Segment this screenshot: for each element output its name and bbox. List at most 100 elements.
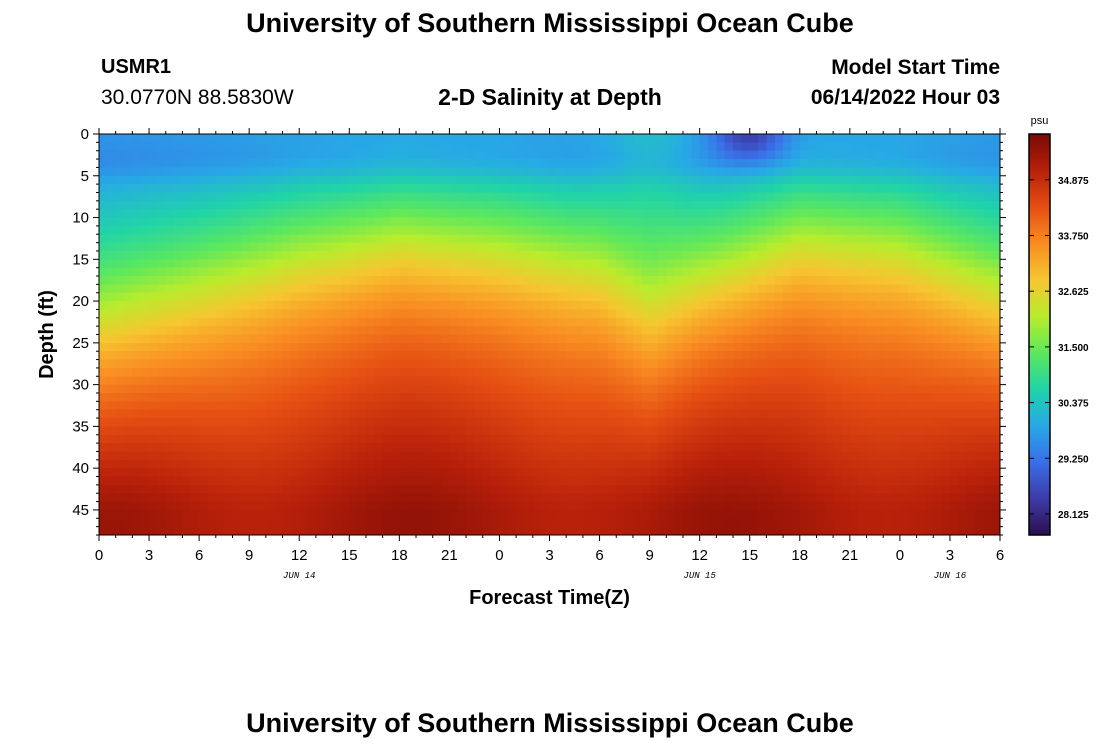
heatmap-cell [616, 284, 626, 294]
heatmap-cell [858, 493, 868, 503]
heatmap-cell [491, 192, 501, 202]
heatmap-cell [474, 184, 484, 194]
heatmap-cell [199, 392, 209, 402]
heatmap-cell [315, 392, 325, 402]
heatmap-cell [115, 284, 125, 294]
heatmap-cell [649, 493, 659, 503]
heatmap-cell [582, 259, 592, 269]
heatmap-cell [257, 443, 267, 453]
heatmap-cell [607, 526, 617, 536]
heatmap-cell [657, 443, 667, 453]
heatmap-cell [541, 518, 551, 528]
heatmap-cell [357, 142, 367, 152]
heatmap-cell [833, 434, 843, 444]
heatmap-cell [165, 468, 175, 478]
heatmap-cell [766, 384, 776, 394]
heatmap-cell [99, 443, 108, 453]
heatmap-cell [290, 292, 300, 302]
heatmap-cell [616, 359, 626, 369]
heatmap-cell [449, 142, 459, 152]
heatmap-cell [224, 459, 234, 469]
heatmap-cell [758, 426, 767, 436]
heatmap-cell [374, 326, 384, 336]
heatmap-cell [524, 351, 534, 361]
heatmap-cell [657, 501, 667, 511]
heatmap-cell [282, 468, 292, 478]
heatmap-cell [874, 192, 884, 202]
heatmap-cell [315, 200, 325, 210]
heatmap-cell [507, 192, 517, 202]
heatmap-cell [682, 284, 692, 294]
heatmap-cell [949, 342, 959, 352]
heatmap-cell [524, 142, 534, 152]
heatmap-cell [858, 159, 868, 169]
heatmap-cell [783, 518, 793, 528]
heatmap-cell [124, 225, 133, 235]
heatmap-cell [182, 526, 192, 536]
heatmap-cell [332, 284, 342, 294]
heatmap-cell [691, 409, 701, 419]
heatmap-cell [274, 184, 284, 194]
heatmap-cell [332, 484, 342, 494]
heatmap-cell [816, 359, 826, 369]
heatmap-cell [466, 209, 476, 219]
heatmap-cell [582, 301, 592, 311]
heatmap-cell [257, 159, 267, 169]
heatmap-cell [516, 468, 526, 478]
heatmap-cell [607, 443, 617, 453]
heatmap-cell [516, 234, 526, 244]
heatmap-cell [591, 209, 601, 219]
heatmap-cell [766, 250, 776, 260]
heatmap-cell [441, 334, 450, 344]
heatmap-cell [624, 501, 634, 511]
heatmap-cell [174, 484, 184, 494]
heatmap-cell [816, 209, 826, 219]
heatmap-cell [532, 518, 542, 528]
heatmap-cell [516, 217, 526, 227]
heatmap-cell [524, 259, 534, 269]
heatmap-cell [657, 267, 667, 277]
heatmap-cell [165, 301, 175, 311]
heatmap-cell [958, 234, 968, 244]
heatmap-cell [190, 459, 200, 469]
heatmap-cell [716, 242, 726, 252]
heatmap-cell [374, 451, 384, 461]
heatmap-cell [357, 284, 367, 294]
heatmap-cell [474, 242, 484, 252]
heatmap-cell [599, 234, 609, 244]
heatmap-cell [482, 276, 492, 285]
heatmap-cell [107, 292, 117, 302]
heatmap-cell [315, 234, 325, 244]
heatmap-cell [124, 242, 133, 252]
heatmap-cell [432, 284, 442, 294]
heatmap-cell [374, 234, 384, 244]
heatmap-cell [741, 209, 751, 219]
heatmap-cell [691, 142, 701, 152]
heatmap-cell [741, 317, 751, 327]
heatmap-cell [124, 342, 133, 352]
heatmap-cell [224, 175, 234, 185]
heatmap-cell [549, 209, 559, 219]
heatmap-cell [674, 392, 684, 402]
heatmap-cell [340, 317, 350, 327]
heatmap-cell [432, 301, 442, 311]
heatmap-cell [783, 284, 793, 294]
heatmap-cell [758, 459, 767, 469]
heatmap-cell [607, 392, 617, 402]
heatmap-cell [641, 301, 651, 311]
heatmap-cell [466, 443, 476, 453]
heatmap-cell [290, 493, 300, 503]
heatmap-cell [507, 142, 517, 152]
heatmap-cell [799, 317, 809, 327]
heatmap-cell [958, 217, 968, 227]
heatmap-cell [708, 459, 717, 469]
heatmap-cell [132, 276, 142, 285]
heatmap-cell [557, 234, 567, 244]
heatmap-cell [891, 259, 901, 269]
heatmap-cell [265, 326, 275, 336]
heatmap-cell [390, 426, 400, 436]
heatmap-cell [632, 409, 642, 419]
heatmap-cell [774, 426, 784, 436]
chart-subtitle: 2-D Salinity at Depth [438, 84, 662, 110]
heatmap-cell [365, 493, 375, 503]
